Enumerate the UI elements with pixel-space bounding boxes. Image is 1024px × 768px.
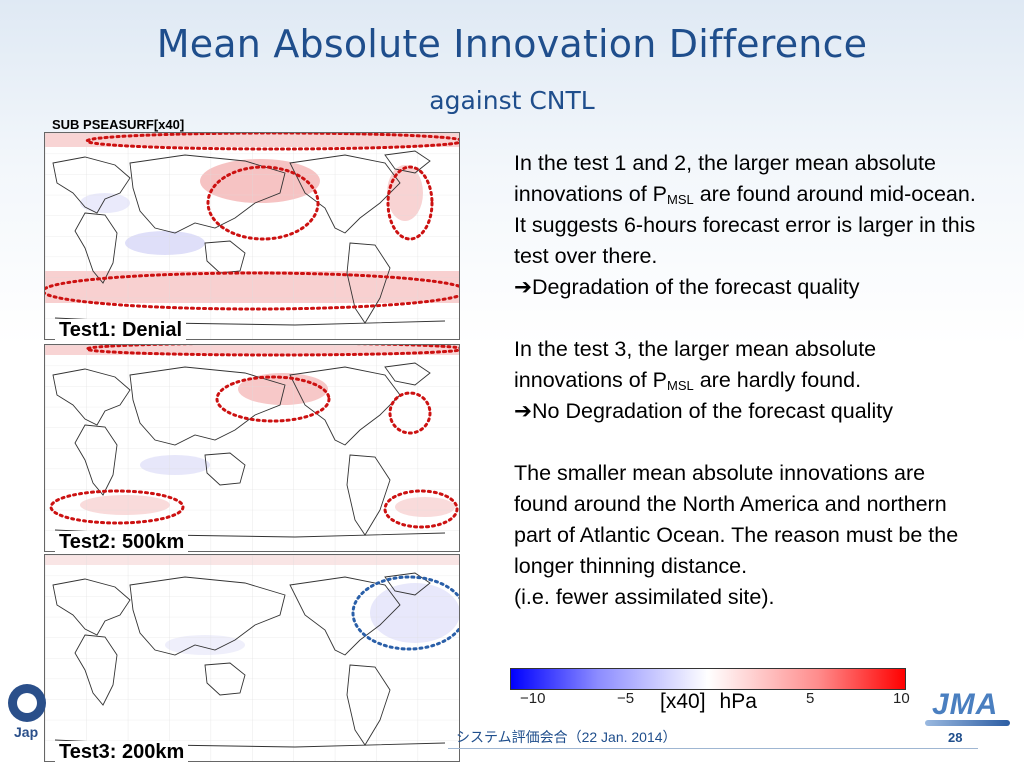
map-panel-test2: Test2: 500km	[44, 344, 460, 553]
panel-label-test1: Test1: Denial	[55, 319, 186, 341]
para1-text-a: In the test 1 and 2, the larger mean abs…	[514, 151, 936, 206]
colorbar	[510, 668, 906, 690]
slide-title: Mean Absolute Innovation Difference	[156, 22, 868, 66]
map-panel-test3: Test3: 200km	[44, 554, 460, 763]
page-number: 28	[948, 730, 963, 745]
para1-subscript: MSL	[667, 192, 694, 207]
panel-label-test3: Test3: 200km	[55, 741, 189, 763]
colorbar-unit-text: hPa	[719, 690, 757, 713]
colorbar-unit: [x40] hPa	[658, 690, 759, 714]
world-map-test2	[45, 345, 459, 551]
conclusion-no-degradation: ➔No Degradation of the forecast quality	[514, 396, 984, 427]
colorbar-scale: [x40]	[660, 690, 706, 713]
world-map-test3	[45, 555, 459, 761]
conclusion-2-text: No Degradation of the forecast quality	[532, 399, 893, 423]
jma-logo-swoosh-icon	[925, 720, 1010, 726]
colorbar-tick: 5	[806, 690, 815, 707]
jma-logo: JMA	[932, 688, 999, 721]
colorbar-tick: −5	[617, 690, 635, 707]
para2-subscript: MSL	[667, 378, 694, 393]
slide-subtitle: against CNTL	[429, 86, 595, 115]
colorbar-tick: 10	[893, 690, 910, 707]
para1-text-b: are found around mid-ocean. It suggests …	[514, 182, 976, 268]
world-map-test1	[45, 133, 459, 339]
organization-logo-icon	[8, 684, 46, 722]
organization-logo-text: Jap	[14, 724, 39, 740]
para2-text-b: are hardly found.	[693, 368, 862, 392]
panel-label-test2: Test2: 500km	[55, 531, 189, 553]
paragraph-test3: In the test 3, the larger mean absolute …	[514, 334, 984, 396]
conclusion-1-text: Degradation of the forecast quality	[532, 275, 860, 299]
para2-text-a: In the test 3, the larger mean absolute …	[514, 337, 877, 392]
footer-divider	[448, 748, 978, 749]
arrow-icon: ➔	[514, 275, 533, 299]
footer-text: システム評価会合（22 Jan. 2014）	[456, 729, 677, 745]
conclusion-degradation: ➔Degradation of the forecast quality	[514, 272, 984, 303]
paragraph-note: (i.e. fewer assimilated site).	[514, 585, 775, 609]
map-panel-test1: Test1: Denial	[44, 132, 460, 341]
explanation-text: In the test 1 and 2, the larger mean abs…	[514, 148, 984, 613]
paragraph-test1-2: In the test 1 and 2, the larger mean abs…	[514, 148, 984, 272]
paragraph-smaller-innovations: The smaller mean absolute innovations ar…	[514, 461, 959, 578]
colorbar-tick: −10	[520, 690, 546, 707]
arrow-icon: ➔	[514, 399, 533, 423]
maps-header: SUB PSEASURF[x40]	[52, 117, 185, 132]
